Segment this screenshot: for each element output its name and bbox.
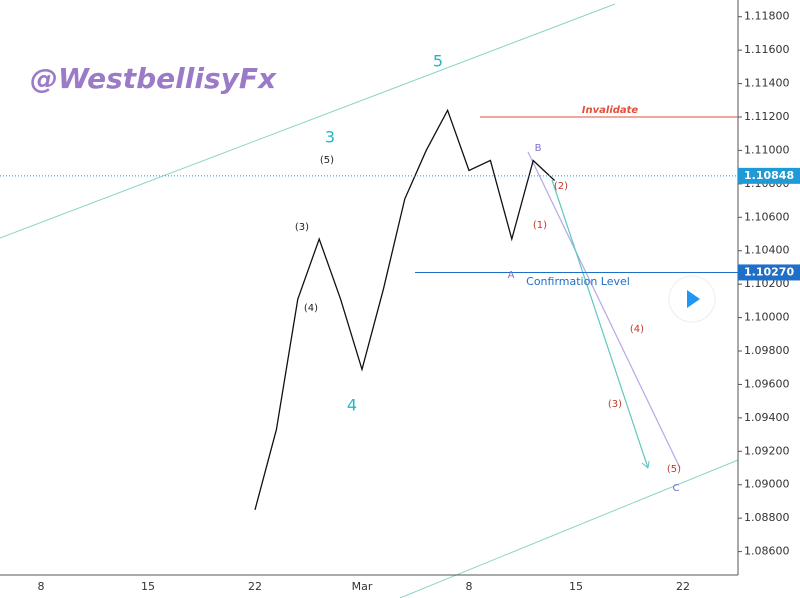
projection-c bbox=[527, 151, 681, 469]
x-tick-label: 15 bbox=[141, 580, 155, 593]
wave-label: (5) bbox=[320, 155, 334, 166]
y-tick-label: 1.11000 bbox=[744, 143, 790, 156]
y-tick-label: 1.10000 bbox=[744, 311, 790, 324]
x-tick-label: 15 bbox=[569, 580, 583, 593]
wave-label: (3) bbox=[295, 222, 309, 233]
wave-label: 3 bbox=[325, 128, 335, 147]
price-tag bbox=[738, 167, 800, 184]
wave-label: 5 bbox=[433, 52, 443, 71]
y-tick-label: 1.11600 bbox=[744, 43, 790, 56]
y-tick-label: 1.08800 bbox=[744, 511, 790, 524]
wave-label: 4 bbox=[347, 396, 357, 415]
price-tag bbox=[738, 264, 800, 281]
x-tick-label: 8 bbox=[466, 580, 473, 593]
y-tick-label: 1.10600 bbox=[744, 210, 790, 223]
y-tick-label: 1.11200 bbox=[744, 110, 790, 123]
play-icon bbox=[687, 290, 700, 308]
x-tick-label: 22 bbox=[248, 580, 262, 593]
wave-label: (3) bbox=[608, 399, 622, 410]
y-tick-label: 1.09600 bbox=[744, 377, 790, 390]
y-tick-label: 1.09800 bbox=[744, 344, 790, 357]
y-tick-label: 1.11800 bbox=[744, 10, 790, 23]
y-tick-label: 1.11400 bbox=[744, 77, 790, 90]
wave-label: (4) bbox=[304, 303, 318, 314]
wave-label: A bbox=[508, 270, 515, 281]
wave-label: C bbox=[673, 483, 680, 494]
y-tick-label: 1.09200 bbox=[744, 444, 790, 457]
y-tick-label: 1.09000 bbox=[744, 478, 790, 491]
wave-label: (5) bbox=[667, 464, 681, 475]
x-tick-label: 22 bbox=[676, 580, 690, 593]
y-tick-label: 1.09400 bbox=[744, 411, 790, 424]
wave-label: B bbox=[535, 143, 542, 154]
level-text: Confirmation Level bbox=[526, 275, 630, 288]
watermark: @WestbellisyFx bbox=[30, 62, 277, 95]
price-tag-label: 1.10848 bbox=[744, 169, 794, 182]
y-tick-label: 1.08600 bbox=[744, 545, 790, 558]
wave-label: (4) bbox=[630, 324, 644, 335]
level-text: Invalidate bbox=[582, 105, 639, 116]
wave-label: (2) bbox=[554, 181, 568, 192]
x-tick-label: Mar bbox=[352, 580, 373, 593]
projection-5 bbox=[551, 179, 649, 469]
x-tick-label: 8 bbox=[38, 580, 45, 593]
arrow-head bbox=[641, 460, 650, 469]
price-tag-label: 1.10270 bbox=[744, 265, 794, 278]
channel-upper bbox=[0, 3, 616, 239]
price-line bbox=[254, 108, 556, 510]
wave-label: (1) bbox=[533, 220, 547, 231]
y-tick-label: 1.10400 bbox=[744, 244, 790, 257]
